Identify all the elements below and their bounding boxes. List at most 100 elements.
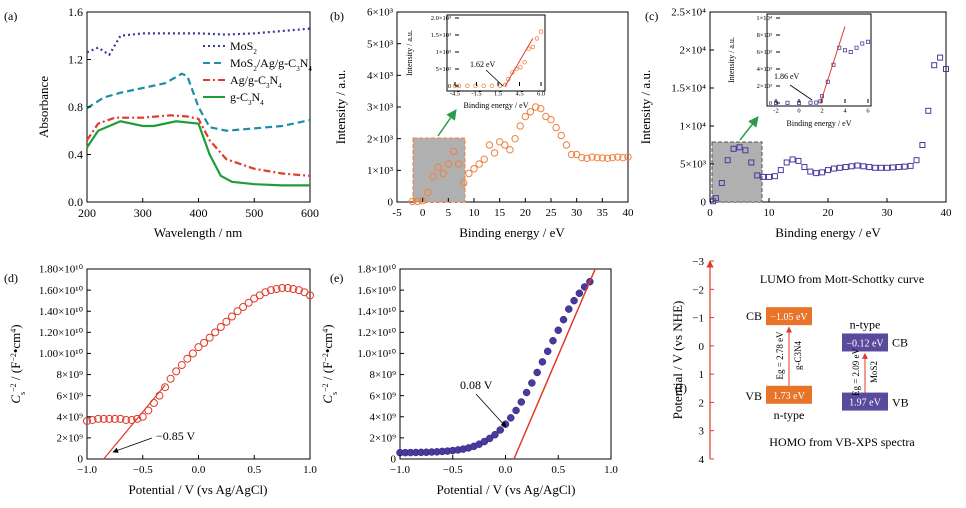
chart-b-xlabel: Binding energy / eV — [459, 225, 565, 240]
chart-b-inset-point — [473, 83, 478, 89]
chart-f-gcn-cb-box — [766, 307, 812, 326]
chart-b-inset-point — [481, 83, 486, 89]
chart-c-point — [848, 163, 855, 170]
chart-b-point — [485, 141, 494, 149]
chart-c-point — [771, 173, 778, 180]
chart-c-inset-point — [854, 45, 859, 50]
chart-c-ytick-label: 2.5×10⁴ — [671, 7, 706, 19]
chart-b-point — [434, 163, 442, 171]
chart-b-point — [495, 138, 504, 146]
chart-c-xtick-label: 0 — [707, 207, 713, 219]
chart-b-inset-xtick-label: 4.5 — [515, 91, 523, 98]
chart-b-point — [408, 197, 417, 206]
chart-c-inset-arrow — [739, 116, 759, 141]
chart-f-ytick-label: 1 — [699, 369, 705, 381]
chart-b-point — [542, 112, 550, 121]
chart-b-xtick-label: 20 — [520, 207, 532, 219]
panel-label-c: (c) — [645, 9, 658, 23]
chart-c-point — [895, 164, 902, 171]
chart-e-series — [396, 268, 596, 460]
chart-b-point — [506, 146, 514, 154]
chart-c-point — [712, 195, 719, 202]
chart-d-point — [183, 354, 192, 363]
chart-b-inset-point — [502, 82, 508, 88]
chart-b-point — [578, 153, 586, 162]
chart-b-point — [449, 147, 458, 156]
chart-b-ytick-label: 6×10³ — [367, 7, 394, 19]
chart-d-xlabel: Potential / V (vs Ag/AgCl) — [129, 482, 268, 497]
chart-c-inset-point — [860, 41, 865, 46]
chart-f-gcn-vb-box — [766, 385, 812, 404]
chart-b-ytick-label: 2×10³ — [367, 133, 394, 145]
chart-b-series — [408, 103, 632, 206]
chart-f-axis: −3 −2 −1 0 1 2 3 4 — [692, 256, 714, 466]
chart-d-point — [233, 307, 242, 316]
chart-d-point — [278, 284, 287, 292]
chart-f-title-top: LUMO from Mott-Schottky curve — [760, 272, 924, 286]
chart-f-mos2-cb-label: CB — [892, 335, 908, 349]
chart-b-point — [444, 160, 453, 168]
chart-e-ytick-label: 1.6×10¹⁰ — [357, 285, 396, 297]
chart-b-inset-ticks: -4.5 -1.5 1.5 4.5 6.0 0 5×10² 1×10³ 1.5×10³ 2.0×1… — [431, 15, 545, 97]
chart-d-point — [306, 291, 314, 300]
chart-c-inset-pointer — [789, 84, 813, 101]
chart-e-point — [485, 434, 494, 443]
chart-e-point — [533, 368, 541, 377]
chart-b-inset-xtick-label: -1.5 — [471, 91, 481, 98]
chart-d-ytick-label: 6×10⁹ — [56, 390, 83, 402]
chart-b-inset-annotation: 1.62 eV — [470, 60, 496, 69]
chart-a-ytick-label: 0.0 — [68, 195, 83, 209]
panel-label-d: (d) — [4, 271, 18, 285]
chart-b-ytick-label: 0 — [388, 197, 394, 209]
chart-a-xtick-label: 200 — [78, 206, 96, 220]
chart-a-ytick-label: 0.4 — [68, 148, 83, 162]
chart-d-point — [110, 414, 119, 423]
chart-c-point — [789, 156, 796, 163]
chart-c-inset-point — [843, 48, 848, 53]
chart-c-point — [730, 145, 737, 152]
chart-b-xtick-label: 15 — [494, 207, 506, 219]
chart-c-point — [884, 164, 890, 171]
chart-e-frame — [399, 268, 612, 460]
chart-d-point — [216, 323, 225, 332]
chart-b-point — [526, 108, 535, 116]
chart-f-title-bottom: HOMO from VB-XPS spectra — [769, 435, 915, 449]
chart-e-ytick-label: 1.4×10¹⁰ — [357, 306, 396, 318]
chart-f-mos2-gap-label: Eg = 2.09 eV — [851, 347, 861, 396]
chart-d-xtick-label: −0.5 — [133, 464, 153, 476]
chart-a-xtick-label: 600 — [301, 206, 319, 220]
chart-b: -5 0 5 10 15 20 25 30 35 4001×10³2×10³3×10³4×10³5… — [333, 7, 634, 240]
chart-f-gcn-vb-label: VB — [745, 389, 762, 403]
chart-b-inset-point — [538, 29, 544, 34]
chart-d-point — [127, 415, 136, 424]
chart-d-point — [205, 333, 214, 342]
chart-e-point — [565, 305, 573, 313]
chart-c-inset-xtick-label: 6 — [866, 108, 870, 115]
chart-c-xtick-label: 10 — [764, 207, 776, 219]
chart-a-xlabel: Wavelength / nm — [154, 225, 243, 240]
chart-b-point — [537, 104, 545, 113]
chart-e-xtick-label: 1.0 — [604, 464, 618, 476]
chart-e-point — [491, 430, 499, 439]
chart-c-ylabel: Intensity / a.u. — [638, 70, 653, 144]
chart-f-mos2-cb-value: −0.12 eV — [846, 338, 884, 349]
chart-c-inset-xtick-label: 0 — [797, 108, 800, 115]
chart-b-xtick-label: 25 — [546, 207, 558, 219]
chart-e-ylabel: Cs−2 / (F−2•cm4) — [320, 324, 339, 403]
chart-c-xtick-label: 40 — [941, 207, 953, 219]
chart-d-point — [99, 414, 108, 423]
chart-f-ytick-label: −3 — [692, 256, 704, 268]
chart-d-xtick-label: −1.0 — [77, 464, 97, 476]
chart-d-ytick-label: 1.20×10¹⁰ — [39, 327, 84, 339]
chart-c-point — [748, 159, 755, 166]
chart-c-point — [842, 164, 849, 171]
chart-d-point — [266, 286, 275, 295]
chart-c-inset-xlabel: Binding energy / eV — [787, 119, 852, 128]
panel-label-a: (a) — [4, 9, 17, 23]
chart-a-series-line-2 — [86, 114, 311, 177]
chart-c-point — [742, 147, 749, 154]
chart-b-inset-point — [534, 36, 540, 41]
